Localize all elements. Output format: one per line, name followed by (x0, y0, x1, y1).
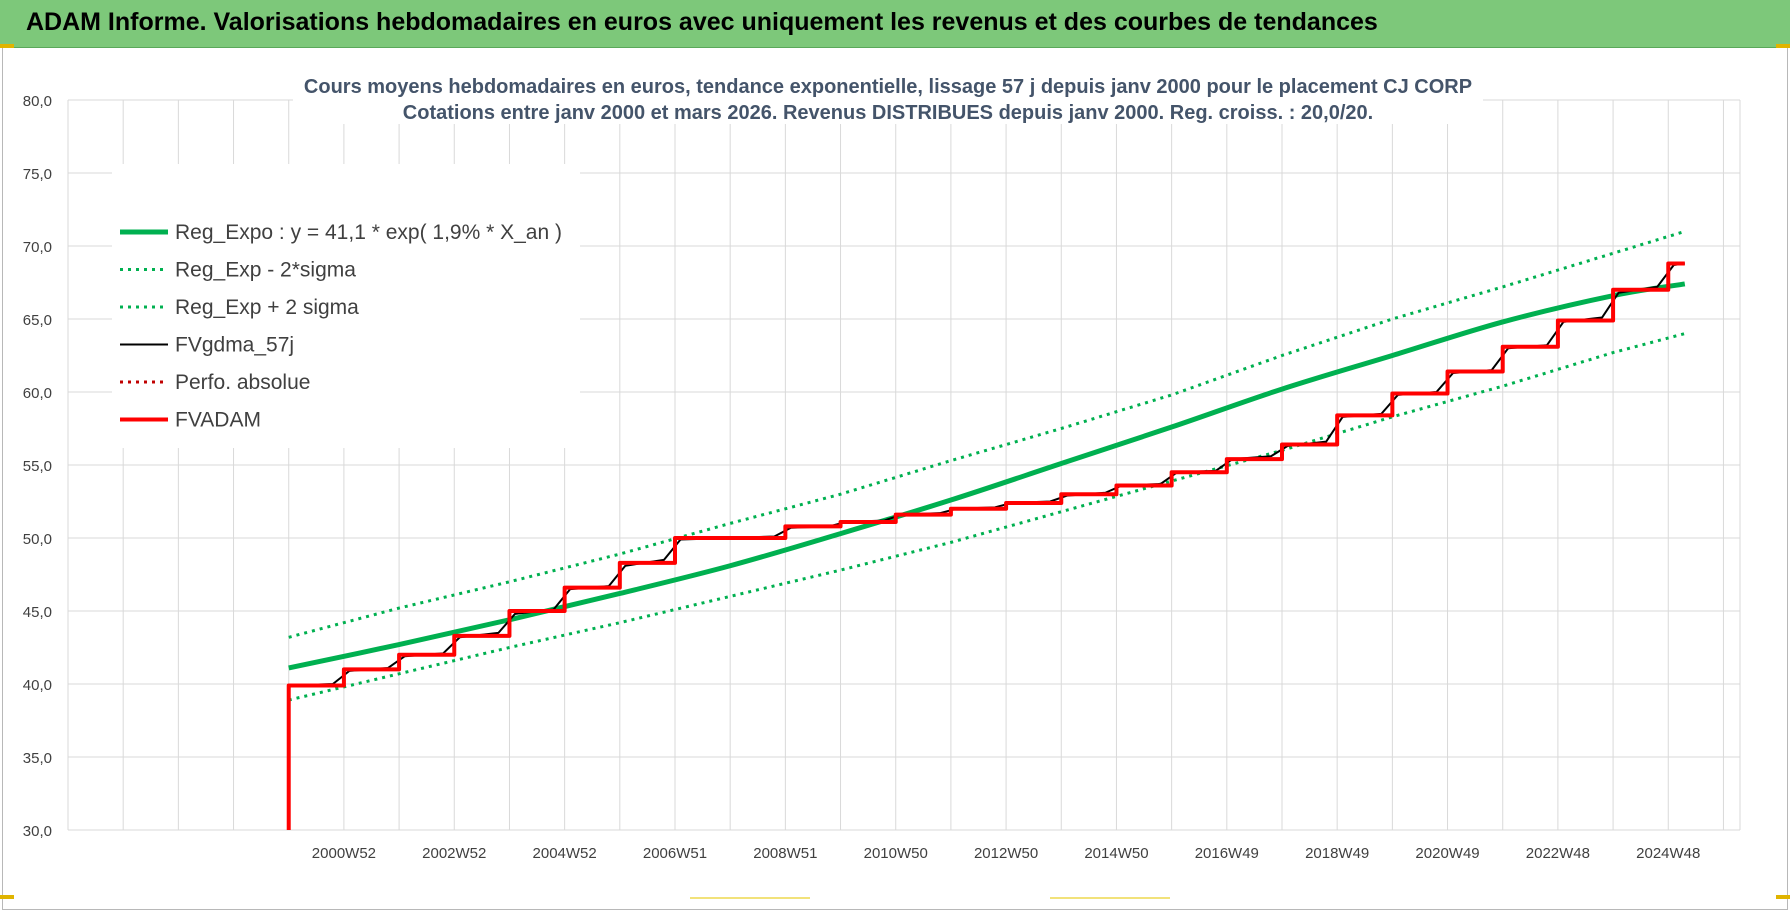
legend-label: Reg_Exp - 2*sigma (175, 259, 356, 282)
x-tick-label: 2018W49 (1305, 845, 1369, 862)
y-tick-label: 75,0 (23, 166, 52, 183)
y-tick-label: 50,0 (23, 531, 52, 548)
chart-frame (2, 48, 1788, 910)
legend-label: FVADAM (175, 409, 261, 432)
y-tick-label: 80,0 (23, 93, 52, 110)
y-tick-label: 70,0 (23, 239, 52, 256)
series-line-1 (288, 332, 1686, 702)
y-tick-label: 45,0 (23, 604, 52, 621)
chart: 30,0 35,0 40,0 45,0 50,0 55,0 60,0 65,0 70,0 75,0… (23, 70, 1741, 862)
chart-subtitle: Cotations entre janv 2000 et mars 2026. … (403, 102, 1373, 124)
y-tick-label: 30,0 (23, 823, 52, 840)
y-tick-label: 60,0 (23, 385, 52, 402)
frame-corner-marker (1776, 44, 1790, 48)
series-line-0 (288, 281, 1686, 671)
x-tick-label: 2016W49 (1195, 845, 1259, 862)
x-axis-tick-labels: 2000W52 2002W52 2004W52 2006W51 2008W51 2010W… (312, 845, 1701, 862)
legend-label: Perfo. absolue (175, 371, 310, 394)
x-tick-label: 2024W48 (1636, 845, 1700, 862)
frame-corner-marker (1776, 895, 1790, 899)
x-tick-label: 2022W48 (1526, 845, 1590, 862)
banner-title: ADAM Informe. Valorisations hebdomadaire… (26, 8, 1378, 36)
y-tick-label: 55,0 (23, 458, 52, 475)
x-tick-label: 2008W51 (753, 845, 817, 862)
frame-edge-marker (1050, 897, 1170, 899)
x-tick-label: 2020W49 (1415, 845, 1479, 862)
chart-title: Cours moyens hebdomadaires en euros, ten… (304, 76, 1472, 98)
y-tick-label: 65,0 (23, 312, 52, 329)
x-tick-label: 2006W51 (643, 845, 707, 862)
plot-series (286, 229, 1686, 830)
x-tick-label: 2012W50 (974, 845, 1038, 862)
frame-corner-marker (0, 44, 14, 48)
x-tick-label: 2002W52 (422, 845, 486, 862)
legend: Reg_Expo : y = 41,1 * exp( 1,9% * X_an )… (120, 221, 562, 432)
x-tick-label: 2010W50 (864, 845, 928, 862)
legend-label: FVgdma_57j (175, 334, 294, 357)
x-tick-label: 2004W52 (533, 845, 597, 862)
y-tick-label: 35,0 (23, 750, 52, 767)
legend-background (112, 164, 580, 448)
x-tick-label: 2014W50 (1084, 845, 1148, 862)
legend-label: Reg_Exp + 2 sigma (175, 296, 359, 319)
chart-title-background (293, 70, 1483, 124)
frame-edge-marker (690, 897, 810, 899)
series-line-5 (286, 261, 1685, 830)
banner: ADAM Informe. Valorisations hebdomadaire… (0, 0, 1790, 48)
legend-label: Reg_Expo : y = 41,1 * exp( 1,9% * X_an ) (175, 221, 562, 244)
y-tick-label: 40,0 (23, 677, 52, 694)
y-axis-tick-labels: 30,0 35,0 40,0 45,0 50,0 55,0 60,0 65,0 70,0 75,0… (23, 93, 52, 840)
x-tick-label: 2000W52 (312, 845, 376, 862)
frame-corner-marker (0, 895, 14, 899)
